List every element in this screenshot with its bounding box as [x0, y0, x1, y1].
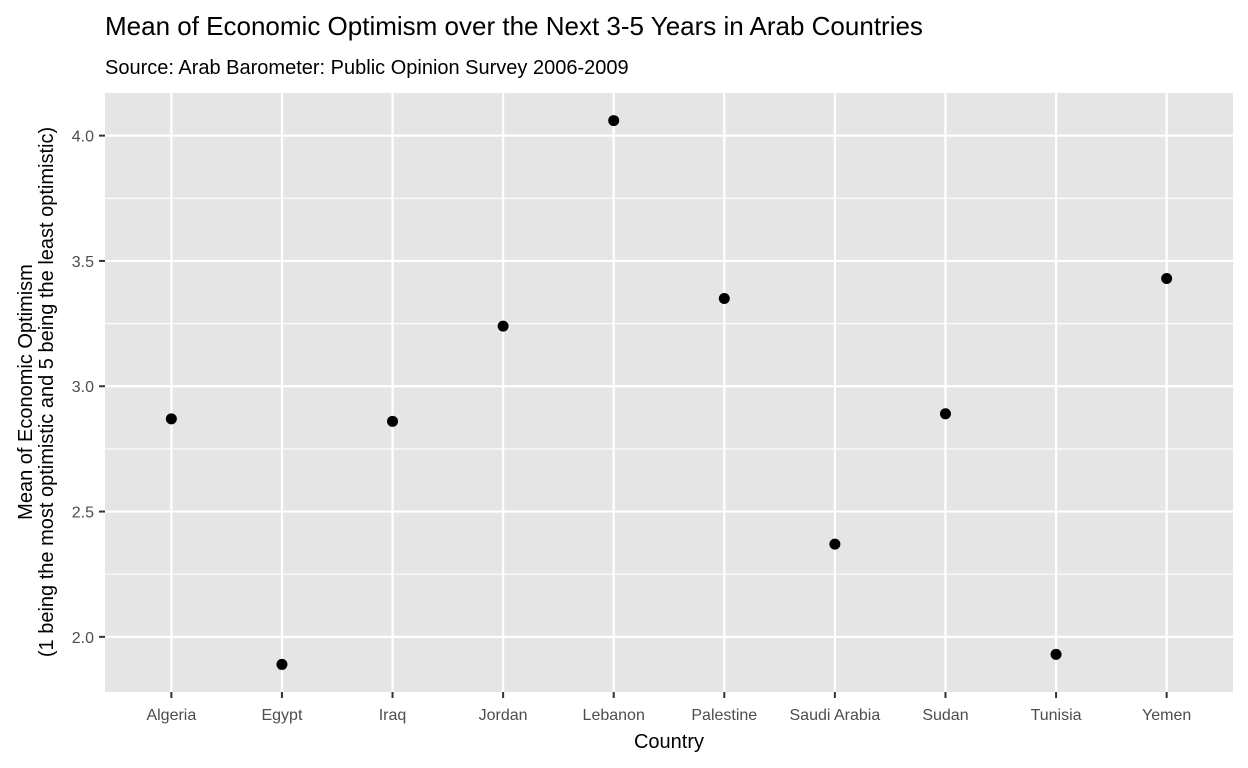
y-axis-title-line2: (1 being the most optimistic and 5 being… — [36, 127, 58, 657]
y-tick-label: 3.5 — [72, 254, 94, 271]
x-tick-label: Egypt — [261, 707, 302, 724]
x-tick-label: Sudan — [922, 707, 968, 724]
y-axis-ticks: 2.0 2.5 3.0 3.5 4.0 — [72, 129, 105, 647]
y-tick-label: 4.0 — [72, 129, 94, 146]
data-points — [165, 115, 1173, 670]
y-tick-label: 3.0 — [72, 379, 94, 396]
x-tick-label: Iraq — [379, 707, 407, 724]
y-tick-label: 2.5 — [72, 505, 94, 522]
x-tick-label: Lebanon — [583, 707, 645, 724]
data-point — [1161, 272, 1173, 284]
data-point — [829, 538, 841, 550]
x-tick-label: Tunisia — [1031, 707, 1082, 724]
plot-panel — [105, 93, 1233, 692]
grid-minor — [105, 197, 1233, 575]
x-tick-label: Jordan — [479, 707, 528, 724]
x-tick-label: Algeria — [146, 707, 196, 724]
y-axis-title-line1: Mean of Economic Optimism — [15, 264, 37, 520]
x-tick-label: Palestine — [691, 707, 757, 724]
x-axis-title: Country — [634, 731, 704, 753]
data-point — [1050, 648, 1062, 660]
data-point — [939, 408, 951, 420]
chart-title: Mean of Economic Optimism over the Next … — [105, 11, 923, 41]
x-axis-ticks: Algeria Egypt Iraq Jordan Lebanon Palestine Sa… — [146, 692, 1191, 724]
data-point — [276, 658, 288, 670]
data-point — [497, 320, 509, 332]
x-tick-label: Saudi Arabia — [790, 707, 881, 724]
chart-subtitle: Source: Arab Barometer: Public Opinion S… — [105, 57, 629, 79]
y-tick-label: 2.0 — [72, 630, 94, 647]
data-point — [608, 115, 620, 127]
data-point — [718, 293, 730, 305]
x-tick-label: Yemen — [1142, 707, 1191, 724]
data-point — [165, 413, 177, 425]
grid-major — [105, 93, 1233, 692]
data-point — [387, 415, 399, 427]
